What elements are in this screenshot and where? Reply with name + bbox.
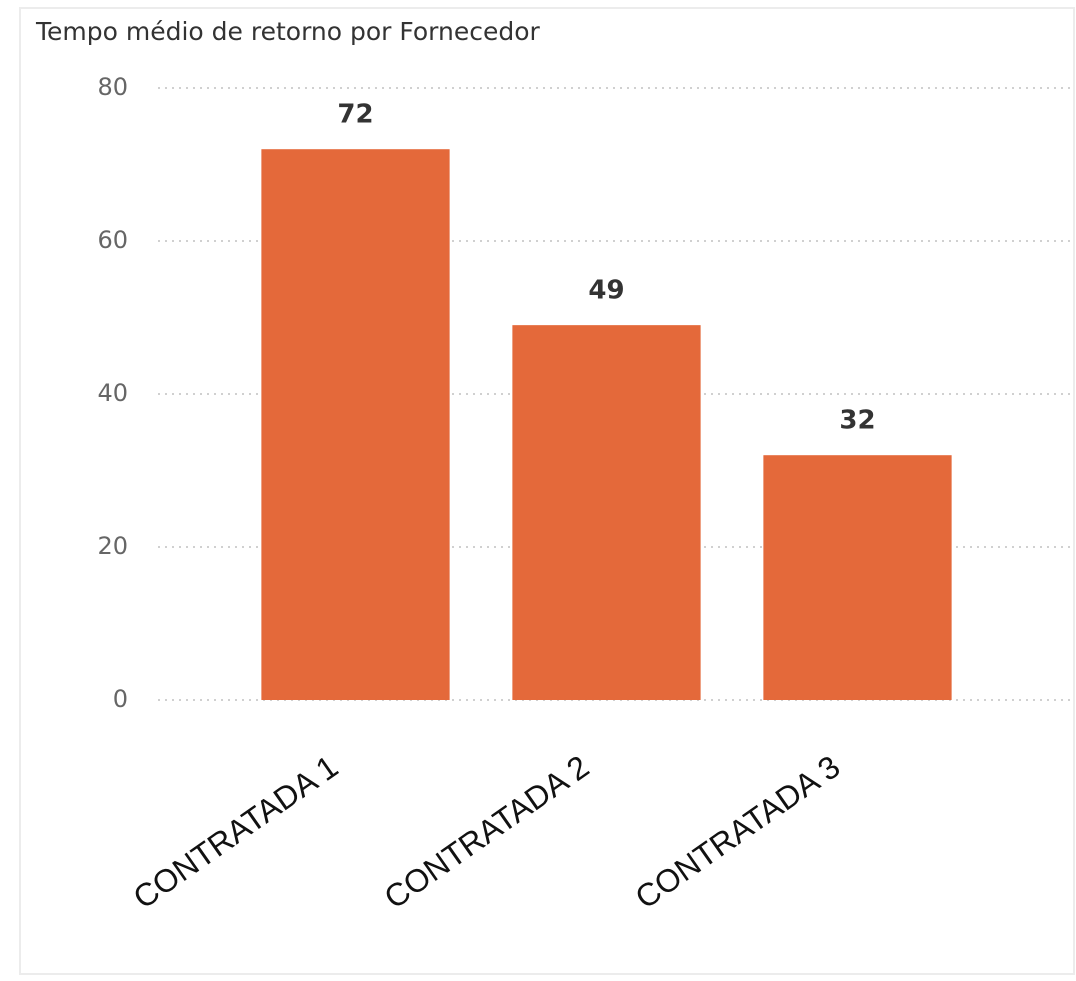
y-tick-label: 40 xyxy=(97,379,128,407)
bar xyxy=(763,455,952,700)
data-label: 49 xyxy=(588,276,624,306)
data-label: 32 xyxy=(839,406,875,436)
data-label: 72 xyxy=(337,100,373,130)
y-tick-label: 80 xyxy=(97,73,128,101)
y-tick-label: 20 xyxy=(97,532,128,560)
bar xyxy=(261,149,450,700)
y-tick-label: 60 xyxy=(97,226,128,254)
bar xyxy=(512,325,701,700)
chart-title: Tempo médio de retorno por Fornecedor xyxy=(35,17,541,46)
y-tick-label: 0 xyxy=(113,685,128,713)
